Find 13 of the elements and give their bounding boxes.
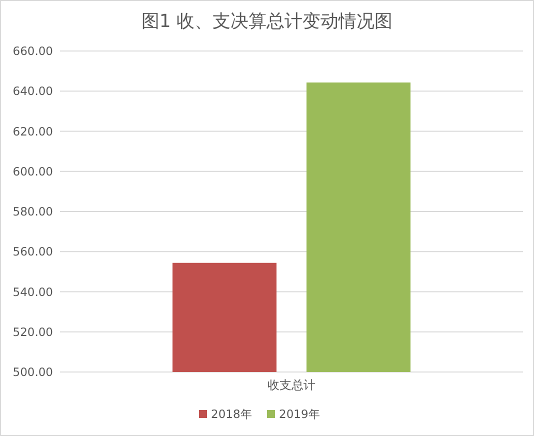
y-tick-label: 580.00 xyxy=(12,204,53,218)
x-tick-label: 收支总计 xyxy=(268,378,316,392)
legend-label: 2018年 xyxy=(211,407,252,421)
y-tick-label: 600.00 xyxy=(12,164,53,178)
title: 图1 收、支决算总计变动情况图 xyxy=(141,11,393,32)
y-tick-label: 660.00 xyxy=(12,44,53,58)
y-tick-label: 540.00 xyxy=(12,284,53,299)
y-tick-label: 500.00 xyxy=(12,365,53,379)
y-tick-label: 520.00 xyxy=(12,324,53,339)
y-tick-label: 640.00 xyxy=(12,84,53,98)
legend-label: 2019年 xyxy=(279,407,320,421)
y-tick-label: 620.00 xyxy=(12,124,53,138)
y-tick-label: 560.00 xyxy=(12,244,53,259)
